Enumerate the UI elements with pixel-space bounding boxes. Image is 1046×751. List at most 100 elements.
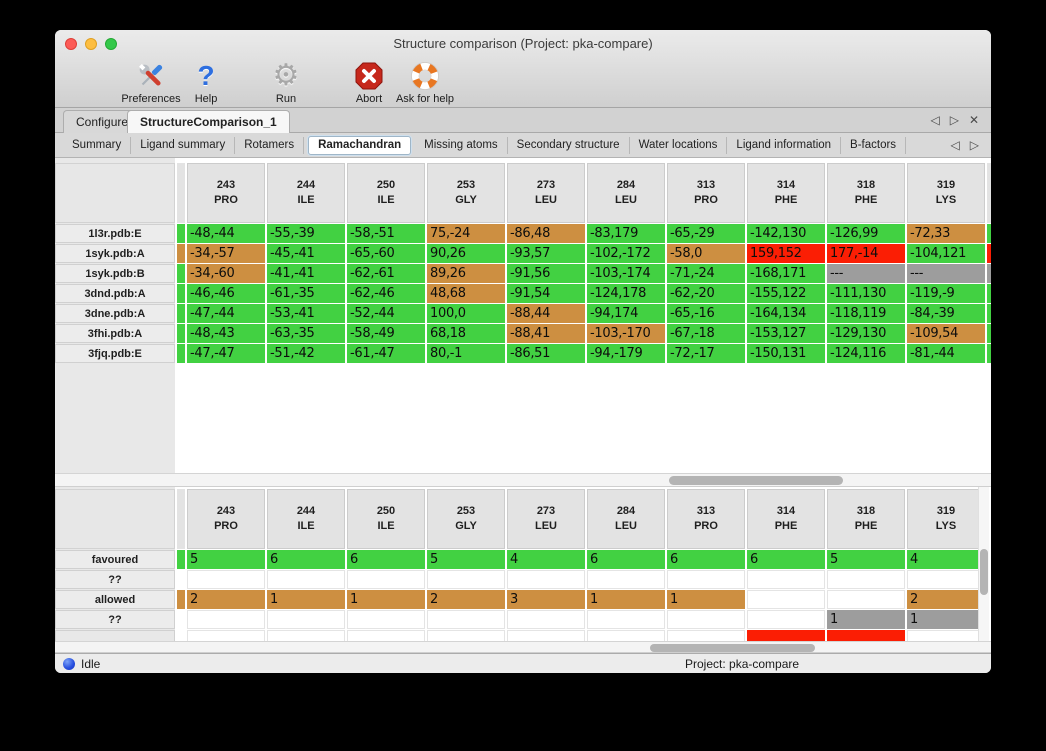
- table-cell[interactable]: 80,-1: [427, 344, 505, 363]
- table-cell[interactable]: -51,-42: [267, 344, 345, 363]
- table-cell[interactable]: -34,-60: [187, 264, 265, 283]
- subtab-secondary-structure[interactable]: Secondary structure: [508, 136, 630, 154]
- column-header[interactable]: 253 GLY: [427, 489, 505, 549]
- subtab-summary[interactable]: Summary: [63, 136, 132, 154]
- column-header[interactable]: 244 ILE: [267, 489, 345, 549]
- row-label[interactable]: 3fhi.pdb:A: [55, 324, 175, 343]
- column-header[interactable]: 243 PRO: [187, 163, 265, 223]
- table-cell[interactable]: -34,-57: [187, 244, 265, 263]
- table-cell[interactable]: -52,-44: [347, 304, 425, 323]
- table-cell[interactable]: [187, 610, 265, 629]
- column-header[interactable]: 253 GLY: [427, 163, 505, 223]
- preferences-button[interactable]: Preferences: [113, 60, 189, 105]
- table-cell[interactable]: -67,-18: [667, 324, 745, 343]
- subtab-ligand-information[interactable]: Ligand information: [727, 136, 842, 154]
- table-cell[interactable]: -62,-20: [667, 284, 745, 303]
- column-header[interactable]: 314 PHE: [747, 163, 825, 223]
- table-cell[interactable]: -72,33: [907, 224, 985, 243]
- table-cell[interactable]: -91,54: [507, 284, 585, 303]
- table-cell[interactable]: 2: [427, 590, 505, 609]
- table-cell[interactable]: 6: [267, 550, 345, 569]
- table-cell[interactable]: 5: [187, 550, 265, 569]
- table-cell[interactable]: -48,-44: [187, 224, 265, 243]
- row-label[interactable]: [55, 630, 175, 641]
- column-header[interactable]: 273 LEU: [507, 489, 585, 549]
- row-label[interactable]: 1syk.pdb:A: [55, 244, 175, 263]
- table-cell[interactable]: 1: [347, 590, 425, 609]
- table-cell[interactable]: 6: [667, 550, 745, 569]
- table-cell[interactable]: [507, 630, 585, 641]
- column-header[interactable]: 273 LEU: [507, 163, 585, 223]
- table-cell[interactable]: -94,174: [587, 304, 665, 323]
- table-cell[interactable]: -84,-39: [907, 304, 985, 323]
- table-cell[interactable]: [907, 570, 985, 589]
- table-cell[interactable]: -103,-174: [587, 264, 665, 283]
- table-cell[interactable]: 90,26: [427, 244, 505, 263]
- table-cell[interactable]: 1: [827, 610, 905, 629]
- column-header[interactable]: 313 PRO: [667, 489, 745, 549]
- column-header[interactable]: 284 LEU: [587, 163, 665, 223]
- table-cell[interactable]: 6: [587, 550, 665, 569]
- column-header[interactable]: 250 ILE: [347, 163, 425, 223]
- table-cell[interactable]: [507, 570, 585, 589]
- table-cell[interactable]: 1: [667, 590, 745, 609]
- tab-scroll-right-icon[interactable]: ▷: [949, 113, 959, 127]
- table-cell[interactable]: 4: [507, 550, 585, 569]
- table-cell[interactable]: -61,-35: [267, 284, 345, 303]
- subtab-water-locations[interactable]: Water locations: [630, 136, 728, 154]
- table-cell[interactable]: -118,119: [827, 304, 905, 323]
- table-cell[interactable]: [347, 630, 425, 641]
- abort-button[interactable]: Abort: [309, 60, 429, 105]
- row-label[interactable]: ??: [55, 610, 175, 629]
- table-cell[interactable]: -61,-47: [347, 344, 425, 363]
- table-cell[interactable]: ---: [907, 264, 985, 283]
- subtab-scroll-right-icon[interactable]: ▷: [969, 138, 979, 152]
- tab-configure[interactable]: Configure: [63, 110, 142, 133]
- column-header[interactable]: 319 LYS: [907, 489, 985, 549]
- table-cell[interactable]: [507, 610, 585, 629]
- table-cell[interactable]: 2: [187, 590, 265, 609]
- table-cell[interactable]: 1: [907, 610, 985, 629]
- tab-close-icon[interactable]: ✕: [968, 113, 979, 127]
- table-cell[interactable]: -153,127: [747, 324, 825, 343]
- table-cell[interactable]: -63,-35: [267, 324, 345, 343]
- row-label[interactable]: ??: [55, 570, 175, 589]
- table-cell[interactable]: -83,179: [587, 224, 665, 243]
- table-cell[interactable]: -150,131: [747, 344, 825, 363]
- table-cell[interactable]: 6: [747, 550, 825, 569]
- scrollbar-thumb[interactable]: [980, 549, 988, 595]
- row-label[interactable]: allowed: [55, 590, 175, 609]
- table-cell[interactable]: [907, 630, 985, 641]
- table-cell[interactable]: -53,-41: [267, 304, 345, 323]
- table-cell[interactable]: -124,178: [587, 284, 665, 303]
- subtab-ramachandran[interactable]: Ramachandran: [308, 135, 412, 155]
- table-cell[interactable]: -168,171: [747, 264, 825, 283]
- table-cell[interactable]: -93,57: [507, 244, 585, 263]
- table-cell[interactable]: [187, 570, 265, 589]
- table-cell[interactable]: -88,44: [507, 304, 585, 323]
- table-cell[interactable]: 75,-24: [427, 224, 505, 243]
- table-cell[interactable]: -81,-44: [907, 344, 985, 363]
- table-cell[interactable]: [347, 570, 425, 589]
- row-label[interactable]: 1syk.pdb:B: [55, 264, 175, 283]
- column-header[interactable]: 318 PHE: [827, 489, 905, 549]
- close-window-button[interactable]: [65, 38, 77, 50]
- table-cell[interactable]: -111,130: [827, 284, 905, 303]
- table-cell[interactable]: 68,18: [427, 324, 505, 343]
- table-cell[interactable]: [747, 570, 825, 589]
- table-cell[interactable]: -46,-46: [187, 284, 265, 303]
- table-cell[interactable]: 48,68: [427, 284, 505, 303]
- table-cell[interactable]: -86,48: [507, 224, 585, 243]
- subtab-b-factors[interactable]: B-factors: [841, 136, 907, 154]
- table-cell[interactable]: -65,-60: [347, 244, 425, 263]
- table-cell[interactable]: 5: [427, 550, 505, 569]
- column-header[interactable]: 318 PHE: [827, 163, 905, 223]
- minimize-window-button[interactable]: [85, 38, 97, 50]
- table-cell[interactable]: -65,-29: [667, 224, 745, 243]
- table-cell[interactable]: -58,0: [667, 244, 745, 263]
- table-cell[interactable]: [267, 570, 345, 589]
- table-cell[interactable]: [587, 630, 665, 641]
- table-cell[interactable]: [827, 590, 905, 609]
- table-cell[interactable]: -124,116: [827, 344, 905, 363]
- run-button[interactable]: ⚙ Run: [265, 60, 307, 106]
